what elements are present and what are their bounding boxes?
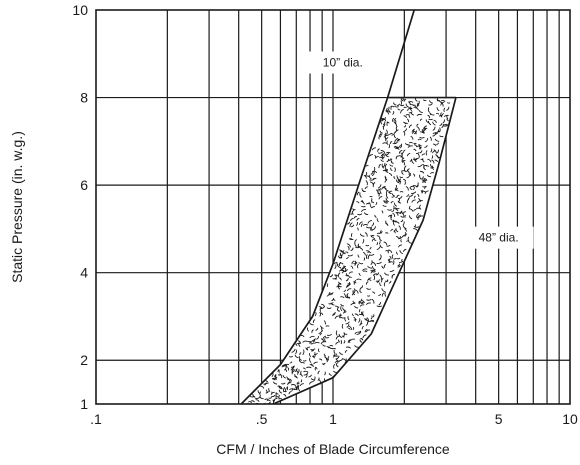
operating-band [241,96,456,404]
series-lines [240,10,457,404]
x-tick-label: 1 [329,411,337,427]
annotation-box [307,51,378,74]
y-tick-label: 6 [80,177,88,193]
annotation-label: 48” dia. [479,231,519,245]
x-axis-title: CFM / Inches of Blade Circumference [216,441,450,457]
x-tick-label: .5 [256,411,268,427]
y-tick-label: 8 [80,90,88,106]
annotations: 10” dia. 48” dia. [307,51,534,249]
y-tick-label: 1 [80,396,88,412]
annotation-label: 10” dia. [323,56,363,70]
x-tick-label: 5 [495,411,503,427]
x-tick-label: .1 [90,411,102,427]
x-tick-labels: .1 .5 1 5 10 [90,411,578,427]
band-fill [241,97,456,404]
series-line-10in [240,10,416,404]
x-tick-label: 10 [562,411,578,427]
series-line-48in [272,97,457,404]
band-stipple [246,97,451,404]
y-tick-label: 2 [80,352,88,368]
annotation-box [463,226,534,249]
y-tick-label: 10 [72,2,88,18]
y-axis-title: Static Pressure (in. w.g.) [9,131,25,283]
plot-frame [95,9,571,405]
y-tick-label: 4 [80,265,88,281]
y-tick-labels: 1 2 4 6 8 10 [72,2,88,412]
